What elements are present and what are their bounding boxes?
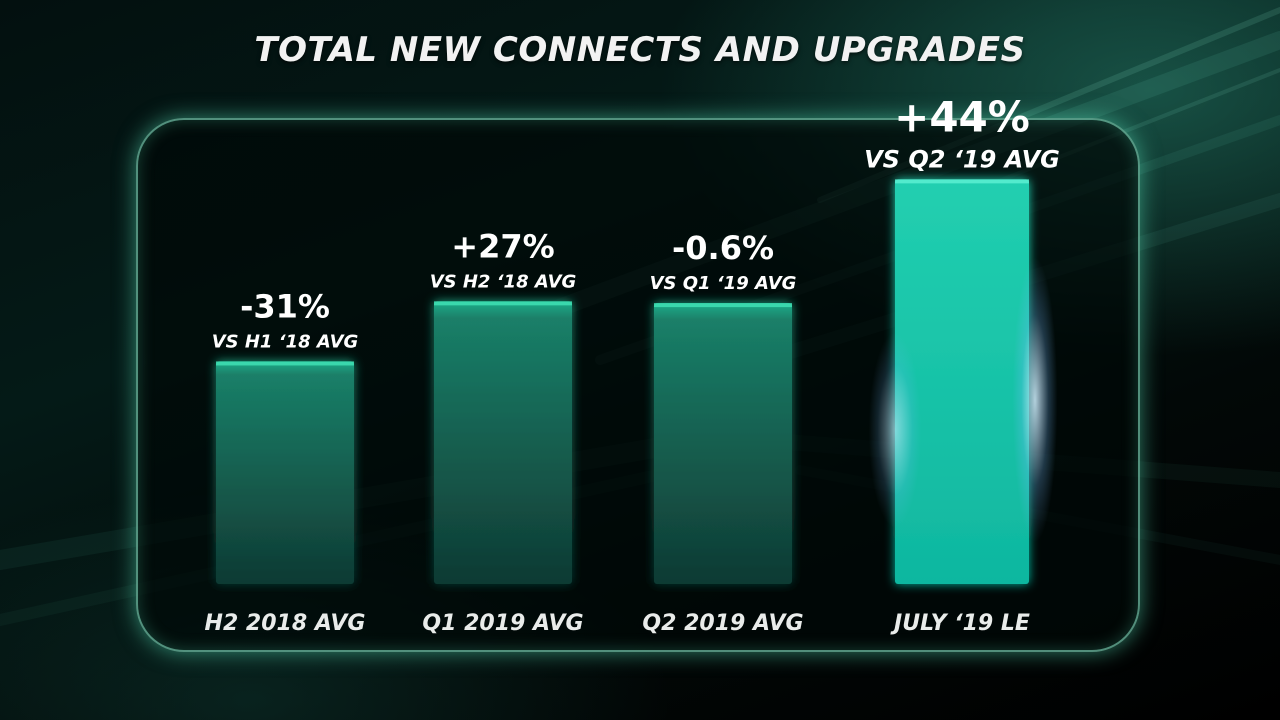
bar-top-highlight	[654, 303, 792, 308]
change-label: -0.6%	[672, 229, 774, 267]
bar-2	[434, 301, 572, 584]
change-label: -31%	[240, 287, 330, 325]
comparison-label: VS H2 ‘18 AVG	[430, 271, 577, 292]
comparison-label: VS Q1 ‘19 AVG	[650, 273, 797, 294]
comparison-label: VS H1 ‘18 AVG	[212, 331, 359, 352]
chart-title: TOTAL NEW CONNECTS AND UPGRADES	[254, 30, 1026, 70]
change-label: +27%	[451, 227, 554, 265]
bar-top-highlight	[895, 179, 1029, 184]
bar-top-highlight	[216, 361, 354, 366]
category-label: Q1 2019 AVG	[422, 611, 583, 636]
category-label: JULY ‘19 LE	[890, 611, 1030, 636]
bar-4	[895, 179, 1029, 584]
bar-top-highlight	[434, 301, 572, 306]
change-label: +44%	[894, 92, 1030, 141]
bar-3	[654, 303, 792, 584]
category-label: Q2 2019 AVG	[642, 611, 803, 636]
bar-1	[216, 361, 354, 584]
comparison-label: VS Q2 ‘19 AVG	[864, 145, 1060, 173]
category-label: H2 2018 AVG	[205, 611, 366, 636]
